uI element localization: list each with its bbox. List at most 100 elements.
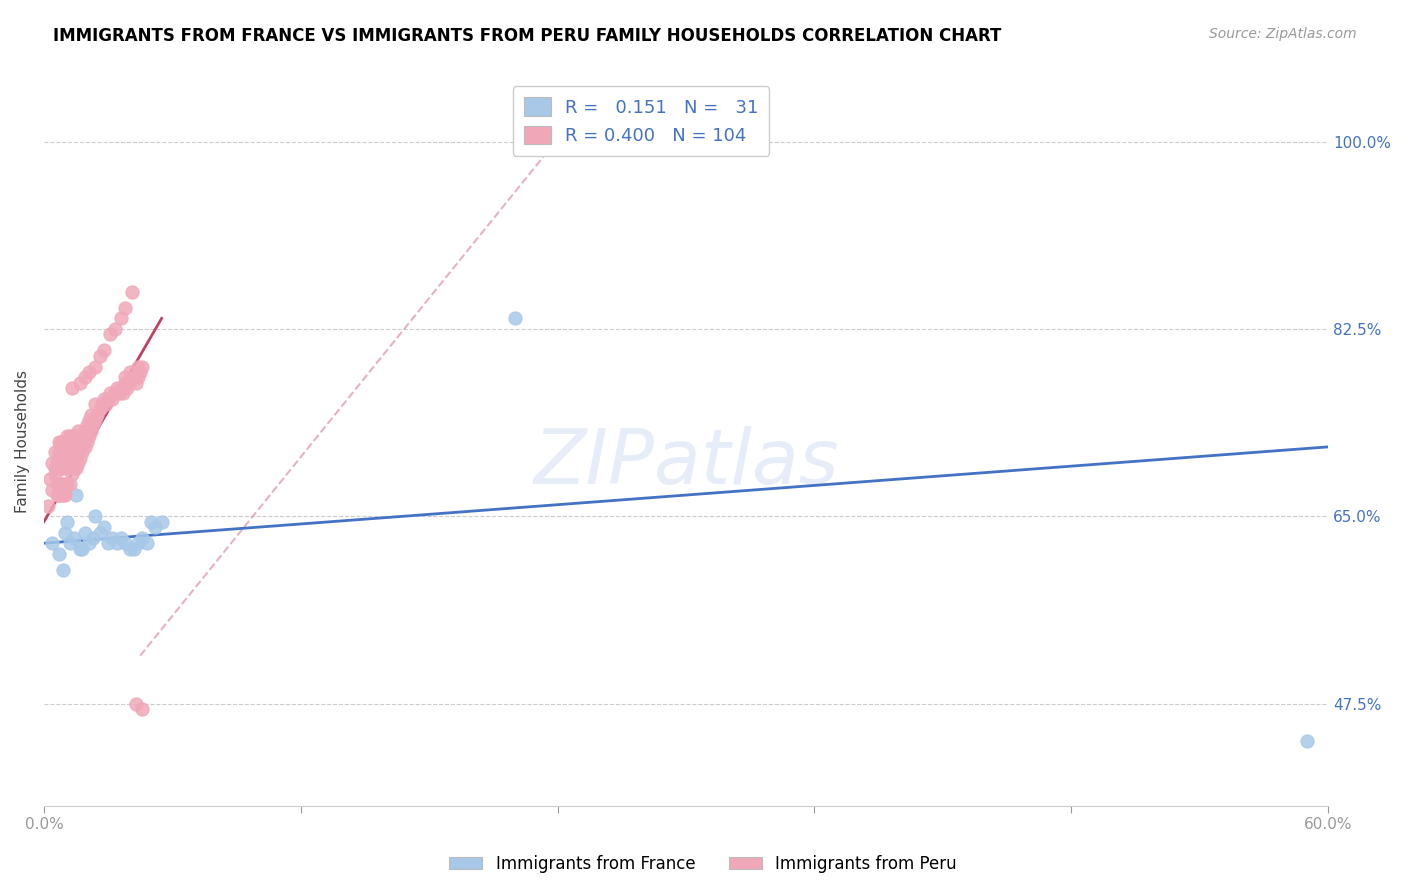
Text: IMMIGRANTS FROM FRANCE VS IMMIGRANTS FROM PERU FAMILY HOUSEHOLDS CORRELATION CHA: IMMIGRANTS FROM FRANCE VS IMMIGRANTS FRO… — [53, 27, 1002, 45]
Point — [63, 531, 86, 545]
Point — [60, 467, 83, 481]
Point — [58, 536, 80, 550]
Point — [58, 429, 80, 443]
Point — [48, 461, 70, 475]
Point — [77, 536, 100, 550]
Point — [103, 322, 125, 336]
Point — [77, 365, 100, 379]
Point — [125, 697, 148, 711]
Point — [93, 343, 115, 358]
Point — [129, 365, 152, 379]
Point — [94, 397, 117, 411]
Point — [118, 376, 141, 390]
Text: Source: ZipAtlas.com: Source: ZipAtlas.com — [1209, 27, 1357, 41]
Point — [122, 541, 145, 556]
Point — [107, 386, 129, 401]
Point — [69, 541, 91, 556]
Point — [44, 461, 66, 475]
Point — [63, 461, 86, 475]
Point — [80, 424, 103, 438]
Point — [125, 376, 148, 390]
Point — [65, 461, 87, 475]
Point — [127, 370, 149, 384]
Point — [49, 477, 72, 491]
Point — [53, 488, 76, 502]
Legend: R =   0.151   N =   31, R = 0.400   N = 104: R = 0.151 N = 31, R = 0.400 N = 104 — [513, 87, 769, 156]
Point — [73, 525, 96, 540]
Point — [63, 429, 86, 443]
Point — [114, 370, 136, 384]
Point — [105, 536, 128, 550]
Text: ZIPatlas: ZIPatlas — [533, 426, 839, 500]
Point — [84, 509, 107, 524]
Point — [53, 434, 76, 449]
Point — [90, 397, 112, 411]
Point — [86, 408, 108, 422]
Point — [135, 536, 157, 550]
Point — [82, 531, 104, 545]
Point — [45, 477, 67, 491]
Point — [56, 456, 79, 470]
Point — [58, 461, 80, 475]
Point — [139, 515, 162, 529]
Point — [1295, 734, 1317, 748]
Point — [56, 515, 79, 529]
Point — [53, 445, 76, 459]
Point — [58, 445, 80, 459]
Point — [44, 445, 66, 459]
Point — [143, 520, 166, 534]
Point — [117, 381, 139, 395]
Point — [41, 483, 63, 497]
Point — [69, 450, 91, 465]
Point — [56, 429, 79, 443]
Point — [48, 434, 70, 449]
Point — [503, 311, 526, 326]
Point — [131, 531, 153, 545]
Point — [131, 702, 153, 716]
Point — [53, 477, 76, 491]
Point — [101, 531, 124, 545]
Point — [45, 488, 67, 502]
Point — [52, 434, 75, 449]
Point — [103, 386, 125, 401]
Point — [76, 418, 98, 433]
Point — [127, 536, 149, 550]
Point — [80, 408, 103, 422]
Point — [37, 499, 59, 513]
Point — [49, 461, 72, 475]
Point — [114, 301, 136, 315]
Point — [89, 525, 111, 540]
Point — [65, 445, 87, 459]
Point — [60, 434, 83, 449]
Point — [97, 536, 120, 550]
Point — [112, 386, 135, 401]
Point — [69, 376, 91, 390]
Point — [56, 477, 79, 491]
Point — [121, 285, 143, 299]
Point — [67, 424, 90, 438]
Point — [49, 450, 72, 465]
Point — [60, 381, 83, 395]
Point — [72, 445, 94, 459]
Point — [98, 386, 121, 401]
Point — [52, 461, 75, 475]
Point — [122, 370, 145, 384]
Point — [82, 418, 104, 433]
Point — [105, 381, 128, 395]
Point — [49, 434, 72, 449]
Y-axis label: Family Households: Family Households — [15, 370, 30, 513]
Point — [73, 424, 96, 438]
Point — [84, 413, 107, 427]
Point — [69, 434, 91, 449]
Point — [45, 461, 67, 475]
Point — [97, 392, 120, 406]
Point — [67, 440, 90, 454]
Point — [114, 376, 136, 390]
Point — [150, 515, 173, 529]
Point — [48, 488, 70, 502]
Point — [65, 429, 87, 443]
Point — [72, 541, 94, 556]
Point — [93, 392, 115, 406]
Point — [53, 525, 76, 540]
Point — [127, 359, 149, 374]
